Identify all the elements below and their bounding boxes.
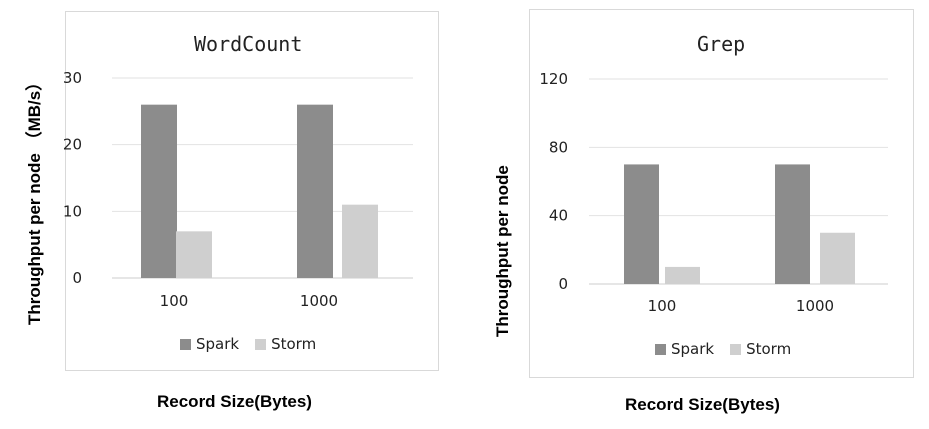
y-tick: 10 (63, 202, 82, 220)
x-tick: 1000 (300, 292, 338, 310)
bar-spark-1000 (297, 104, 333, 279)
x-axis-label-wordcount: Record Size(Bytes) (157, 392, 312, 411)
bar-storm-100 (665, 266, 700, 284)
x-tick: 1000 (796, 297, 834, 315)
bar-storm-1000 (342, 204, 378, 278)
legend-swatch-storm (255, 338, 267, 350)
legend-wordcount: Spark Storm (180, 335, 326, 353)
legend-item-storm: Storm (255, 335, 316, 353)
legend-label-spark: Spark (196, 335, 240, 353)
y-tick-label: 20 (63, 136, 82, 154)
y-tick-label: 40 (549, 207, 568, 225)
y-tick: 80 (549, 138, 568, 156)
x-tick-label: 1000 (300, 292, 338, 310)
bar-spark-100 (141, 104, 177, 279)
y-tick-label: 0 (72, 269, 82, 287)
chart-panel-wordcount (65, 11, 439, 371)
legend-label-storm-grep: Storm (746, 340, 792, 358)
chart-title-grep: Grep (697, 32, 746, 56)
x-tick: 100 (648, 297, 677, 315)
x-tick-label: 100 (648, 297, 677, 315)
chart-panel-grep (529, 9, 914, 378)
y-tick-label: 120 (539, 70, 568, 88)
y-tick: 40 (549, 207, 568, 225)
x-tick-label: 100 (160, 292, 189, 310)
legend-item-spark-grep: Spark (655, 340, 714, 358)
legend-swatch-spark-grep (655, 343, 666, 355)
legend-label-spark-grep: Spark (671, 340, 715, 358)
chart-title-wordcount: WordCount (194, 32, 303, 56)
bar-spark-1000 (775, 164, 810, 284)
bar-spark-100 (624, 164, 659, 284)
y-tick-label: 30 (63, 69, 82, 87)
y-tick: 30 (63, 69, 82, 87)
y-tick-label: 10 (63, 202, 82, 220)
y-tick: 120 (539, 70, 568, 88)
y-tick: 0 (558, 275, 568, 293)
y-tick: 20 (63, 136, 82, 154)
legend-grep: Spark Storm (655, 340, 801, 358)
y-tick-label: 80 (549, 138, 568, 156)
legend-item-spark: Spark (180, 335, 239, 353)
y-tick: 0 (72, 269, 82, 287)
legend-label-storm: Storm (271, 335, 317, 353)
y-tick-label: 0 (558, 275, 568, 293)
legend-swatch-storm-grep (730, 343, 742, 355)
x-tick-label: 1000 (796, 297, 834, 315)
legend-item-storm-grep: Storm (730, 340, 791, 358)
bar-storm-1000 (820, 232, 855, 284)
bar-storm-100 (176, 231, 212, 278)
legend-swatch-spark (180, 338, 191, 350)
x-axis-label-grep: Record Size(Bytes) (625, 395, 780, 414)
x-tick: 100 (160, 292, 189, 310)
